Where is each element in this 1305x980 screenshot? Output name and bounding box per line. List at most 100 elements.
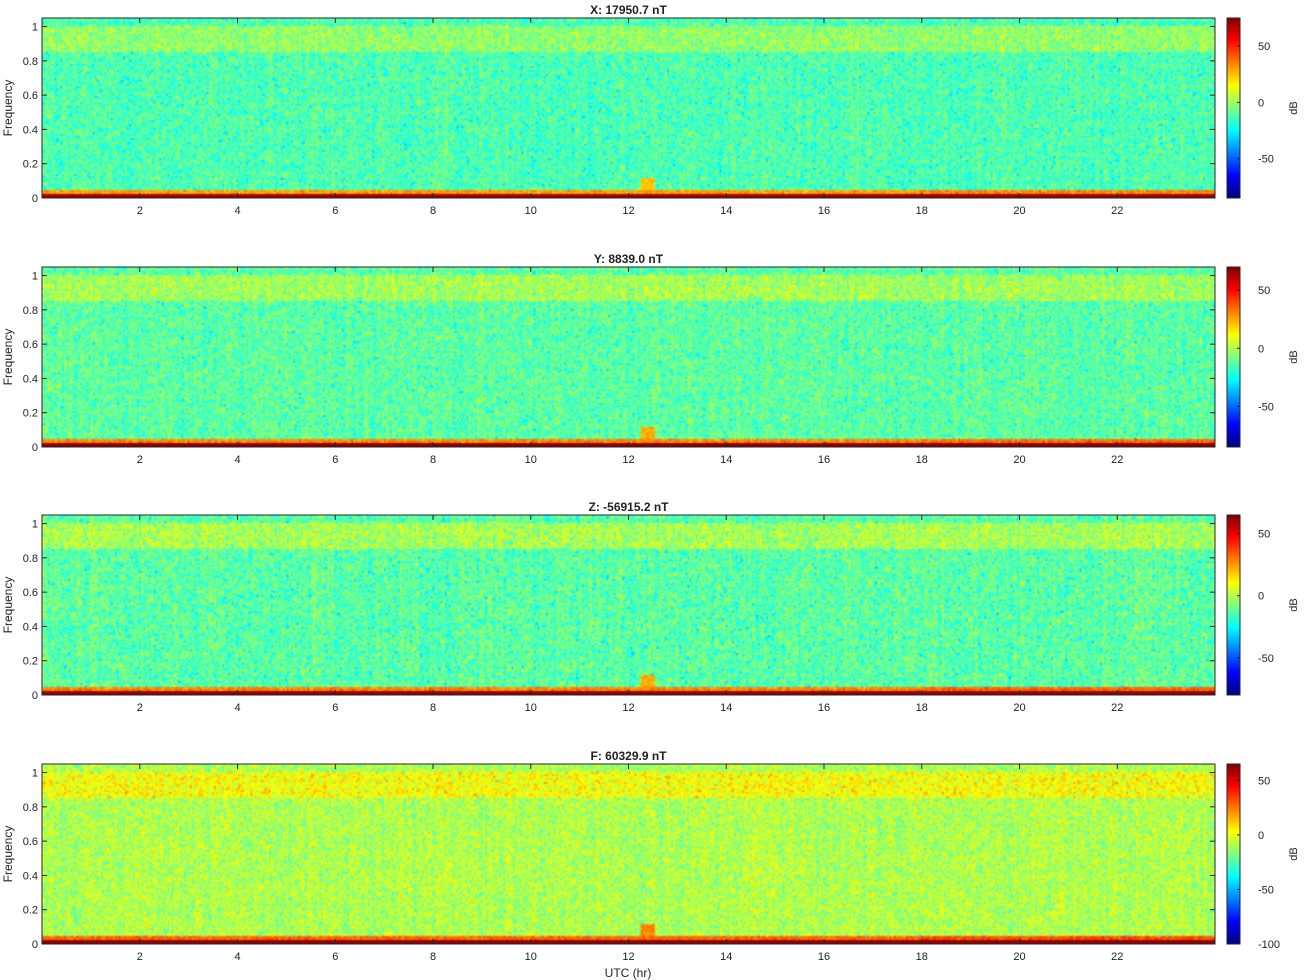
spectrogram-image [42, 764, 1215, 944]
colorbar-tick-label: 50 [1258, 285, 1270, 297]
x-tick-label: 8 [430, 205, 436, 217]
colorbar-tick-label: -50 [1258, 401, 1274, 413]
x-tick-label: 4 [234, 205, 240, 217]
x-tick-label: 10 [525, 951, 537, 963]
x-tick-label: 2 [137, 454, 143, 466]
y-axis-label: Frequency [1, 329, 15, 386]
y-tick-label: 0 [32, 939, 38, 951]
panel-title: X: 17950.7 nT [590, 3, 667, 17]
y-axis-label: Frequency [1, 577, 15, 634]
y-tick-label: 0.4 [23, 870, 38, 882]
colorbar-tick-label: 0 [1258, 830, 1264, 842]
spectrogram-image [42, 267, 1215, 447]
spectrogram-panel-3: Z: -56915.2 nT2 4 6 8 10 12 14 16 18 20 2200.20.40… [1, 500, 1300, 714]
x-tick-label: 4 [234, 454, 240, 466]
spectrogram-panel-2: Y: 8839.0 nT2 4 6 8 10 12 14 16 18 20 2200.20.40.6… [1, 252, 1300, 466]
colorbar [1226, 514, 1241, 696]
x-tick-label: 6 [332, 205, 338, 217]
y-tick-label: 0.4 [23, 373, 38, 385]
x-tick-label: 10 [525, 454, 537, 466]
x-tick-label: 18 [916, 951, 928, 963]
x-tick-label: 8 [430, 702, 436, 714]
y-tick-label: 0 [32, 690, 38, 702]
x-tick-label: 14 [720, 702, 732, 714]
colorbar-tick-label: 0 [1258, 591, 1264, 603]
x-tick-label: 16 [818, 205, 830, 217]
x-tick-label: 12 [622, 454, 634, 466]
colorbar-label: dB [1288, 598, 1300, 611]
panel-title: Y: 8839.0 nT [594, 252, 664, 266]
x-tick-label: 18 [916, 205, 928, 217]
y-tick-label: 0.6 [23, 587, 38, 599]
x-tick-label: 12 [622, 702, 634, 714]
colorbar-tick-label: 50 [1258, 529, 1270, 541]
y-tick-label: 0.6 [23, 836, 38, 848]
x-tick-label: 22 [1111, 454, 1123, 466]
x-tick-label: 4 [234, 702, 240, 714]
colorbar-tick-label: 50 [1258, 775, 1270, 787]
y-tick-label: 1 [32, 519, 38, 531]
colorbar-label: dB [1288, 847, 1300, 860]
colorbar-tick-label: -50 [1258, 884, 1274, 896]
x-tick-label: 16 [818, 951, 830, 963]
colorbar-label: dB [1288, 101, 1300, 114]
panel-title: Z: -56915.2 nT [588, 500, 669, 514]
x-axis-label: UTC (hr) [605, 966, 652, 980]
y-tick-label: 1 [32, 22, 38, 34]
y-tick-label: 0 [32, 193, 38, 205]
panel-title: F: 60329.9 nT [590, 749, 667, 763]
x-tick-label: 14 [720, 454, 732, 466]
x-tick-label: 22 [1111, 702, 1123, 714]
colorbar-label: dB [1288, 350, 1300, 363]
x-tick-label: 18 [916, 454, 928, 466]
x-tick-label: 2 [137, 205, 143, 217]
x-tick-label: 20 [1013, 951, 1025, 963]
x-tick-label: 20 [1013, 454, 1025, 466]
y-tick-label: 0.8 [23, 305, 38, 317]
spectrogram-panel-1: X: 17950.7 nT2 4 6 8 10 12 14 16 18 20 2200.20.40.… [1, 3, 1300, 217]
spectrogram-panel-4: F: 60329.9 nT2 4 6 8 10 12 14 16 18 20 2200.20.40.… [1, 749, 1300, 963]
colorbar-tick-label: -100 [1258, 939, 1280, 951]
x-tick-label: 20 [1013, 702, 1025, 714]
y-axis-label: Frequency [1, 80, 15, 137]
y-tick-label: 0.6 [23, 90, 38, 102]
y-tick-label: 0.8 [23, 56, 38, 68]
spectrogram-image [42, 18, 1215, 198]
y-tick-label: 1 [32, 271, 38, 283]
colorbar-tick-label: -50 [1258, 154, 1274, 166]
y-tick-label: 0 [32, 442, 38, 454]
x-tick-label: 18 [916, 702, 928, 714]
x-tick-label: 16 [818, 454, 830, 466]
y-tick-label: 0.8 [23, 553, 38, 565]
spectrogram-image [42, 515, 1215, 695]
y-tick-label: 0.4 [23, 621, 38, 633]
x-tick-label: 8 [430, 951, 436, 963]
y-tick-label: 0.4 [23, 124, 38, 136]
x-tick-label: 10 [525, 702, 537, 714]
colorbar-tick-label: 0 [1258, 343, 1264, 355]
x-tick-label: 22 [1111, 205, 1123, 217]
y-tick-label: 0.2 [23, 656, 38, 668]
y-tick-label: 0.2 [23, 905, 38, 917]
x-tick-label: 14 [720, 951, 732, 963]
x-tick-label: 6 [332, 702, 338, 714]
x-tick-label: 10 [525, 205, 537, 217]
y-tick-label: 0.6 [23, 339, 38, 351]
x-tick-label: 14 [720, 205, 732, 217]
colorbar [1226, 17, 1241, 199]
colorbar [1226, 763, 1241, 945]
colorbar [1226, 266, 1241, 448]
y-tick-label: 1 [32, 768, 38, 780]
x-tick-label: 20 [1013, 205, 1025, 217]
x-tick-label: 2 [137, 702, 143, 714]
y-tick-label: 0.2 [23, 408, 38, 420]
colorbar-tick-label: -50 [1258, 653, 1274, 665]
y-tick-label: 0.2 [23, 159, 38, 171]
x-tick-label: 8 [430, 454, 436, 466]
y-axis-label: Frequency [1, 826, 15, 883]
colorbar-tick-label: 50 [1258, 41, 1270, 53]
x-tick-label: 22 [1111, 951, 1123, 963]
colorbar-tick-label: 0 [1258, 97, 1264, 109]
x-tick-label: 2 [137, 951, 143, 963]
